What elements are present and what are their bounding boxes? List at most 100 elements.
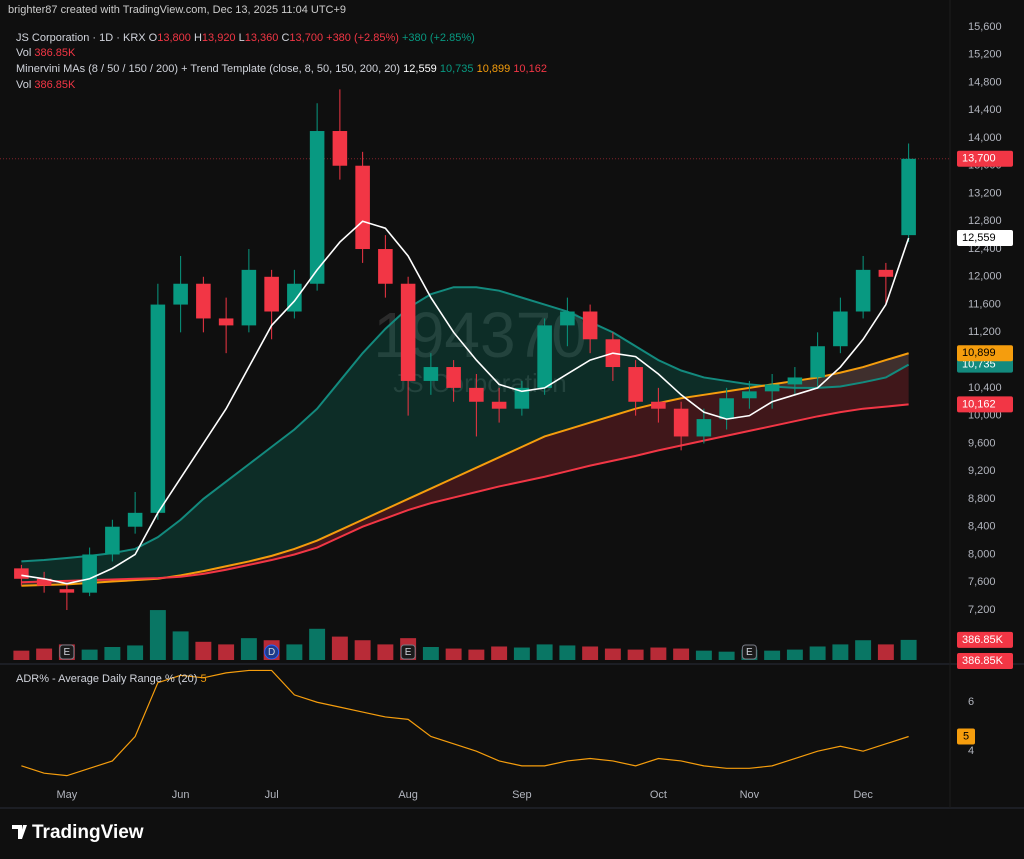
volume-bar (855, 640, 872, 660)
candle-body (787, 377, 803, 385)
candle-body (150, 304, 166, 513)
indicator-legend: Minervini MAs (8 / 50 / 150 / 200) + Tre… (16, 63, 547, 75)
volume-bar (36, 648, 53, 660)
event-label: E (64, 647, 71, 658)
candle-body (855, 269, 871, 312)
x-tick-label: May (56, 789, 77, 801)
price-badge (957, 150, 1013, 167)
price-badge (957, 653, 1013, 669)
candle-body (173, 283, 188, 305)
ma8-value: 12,559 (403, 63, 437, 75)
candle-body (127, 512, 143, 527)
candle-body (423, 367, 439, 381)
adr-legend: ADR% - Average Daily Range % (20) 5 (16, 673, 207, 685)
volume-bar (764, 650, 781, 660)
volume-bar (877, 644, 894, 660)
volume-bar (695, 650, 712, 660)
event-label: E (405, 647, 412, 658)
y-tick-label: 8,800 (968, 493, 996, 505)
close-label: C (281, 32, 290, 44)
candle-body (651, 401, 666, 409)
ma-band (21, 287, 909, 586)
y-tick-label: 8,000 (968, 548, 996, 560)
change: +380 (+2.85%) (326, 32, 399, 44)
volume-bar (673, 648, 690, 660)
volume-bar (900, 639, 917, 660)
x-tick-label: Jul (265, 789, 279, 801)
candle-body (719, 398, 734, 420)
x-tick-label: Dec (853, 789, 873, 801)
y-tick-label: 10,000 (968, 410, 1002, 422)
y-tick-label: 12,000 (968, 271, 1002, 283)
candle-body (833, 311, 848, 347)
volume-bar (286, 644, 303, 660)
y-tick-label: 6 (968, 696, 974, 708)
event-marker (400, 644, 416, 660)
change-2: +380 (+2.85%) (401, 32, 475, 44)
volume-bar (468, 649, 485, 660)
y-tick-label: 13,200 (968, 187, 1002, 199)
candle-body (378, 249, 393, 284)
y-tick-label: 14,000 (968, 132, 1002, 144)
volume-bar (627, 649, 644, 660)
volume-bar (331, 636, 348, 660)
y-tick-label: 15,600 (968, 21, 1002, 33)
volume-bar (718, 651, 735, 660)
price-badge (957, 229, 1013, 246)
volume-bar (445, 648, 462, 660)
candle-body (446, 367, 461, 388)
close: 13,700 (289, 32, 324, 44)
candle-body (673, 408, 689, 437)
candle-body (82, 554, 97, 593)
volume-bar (13, 650, 30, 660)
y-tick-label: 9,200 (968, 465, 996, 477)
ma-line (21, 403, 909, 584)
candle-body (59, 589, 75, 593)
candle-body (742, 391, 757, 399)
price-badge (957, 631, 1013, 648)
y-tick-label: 12,800 (968, 215, 1002, 227)
y-tick-label: 9,600 (968, 437, 996, 449)
candle-body (196, 283, 211, 319)
volume-value: 386.85K (34, 47, 76, 59)
volume-bar (582, 646, 599, 660)
volume-label: Vol (16, 47, 32, 59)
ma-line (21, 220, 910, 585)
volume-bar (149, 610, 166, 660)
open-label: O (148, 32, 158, 44)
y-tick-label: 10,400 (968, 382, 1002, 394)
volume-bar (513, 647, 530, 660)
x-tick-label: Oct (650, 789, 667, 801)
brand-logo (12, 825, 27, 839)
price-badge (957, 345, 1013, 362)
candle-body (400, 283, 416, 381)
y-tick-label: 4 (968, 745, 974, 757)
event-label: D (268, 647, 275, 658)
price-badge-label: 12,559 (962, 232, 996, 244)
volume-bar (559, 645, 576, 660)
y-tick-label: 11,600 (968, 298, 1001, 310)
volume-legend: Vol 386.85K (16, 47, 75, 59)
volume-bar (172, 631, 189, 660)
y-tick-label: 7,200 (968, 604, 996, 616)
volume-bar (81, 649, 98, 660)
candle-body (810, 346, 825, 378)
candle-body (355, 165, 370, 250)
candle-body (582, 311, 598, 340)
volume-bar (240, 638, 257, 660)
volume-bar (195, 641, 212, 660)
adr-badge (957, 728, 975, 745)
x-tick-label: Jun (172, 789, 190, 801)
high-label: H (193, 32, 202, 44)
volume-bar (786, 649, 803, 660)
volume-bar (218, 644, 235, 660)
low: 13,360 (244, 32, 279, 44)
y-tick-label: 7,600 (968, 576, 996, 588)
price-badge (957, 396, 1013, 413)
volume-bar (127, 645, 144, 660)
volume-bar (809, 646, 826, 660)
adr-line (21, 669, 909, 777)
event-marker (741, 644, 757, 660)
